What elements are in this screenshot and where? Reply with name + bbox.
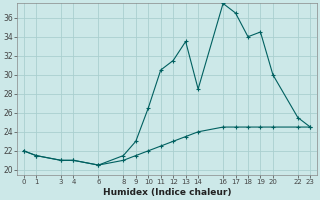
X-axis label: Humidex (Indice chaleur): Humidex (Indice chaleur): [103, 188, 231, 197]
